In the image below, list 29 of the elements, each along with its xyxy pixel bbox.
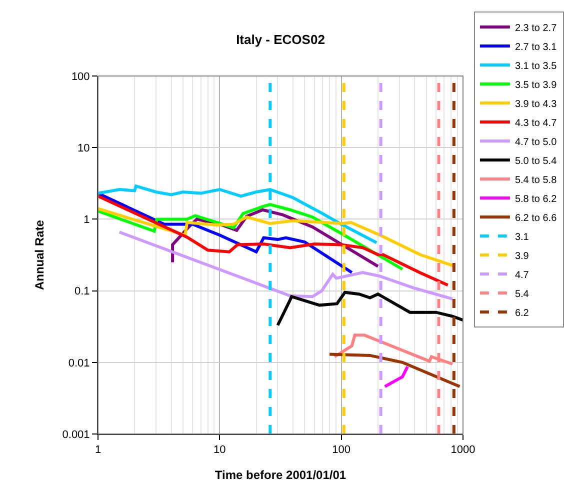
x-tick-label: 10 <box>214 444 226 456</box>
y-tick-label: 0.1 <box>74 286 90 298</box>
legend-label: 3.5 to 3.9 <box>514 80 558 91</box>
legend-label: 5.4 <box>514 288 530 300</box>
legend-label: 4.3 to 4.7 <box>514 118 558 129</box>
legend-label: 3.1 to 3.5 <box>514 60 558 72</box>
legend-label: 5.8 to 6.2 <box>514 194 558 205</box>
legend-label: 3.9 <box>514 250 530 262</box>
y-tick-label: 0.001 <box>62 428 90 441</box>
legend-label: 4.7 to 5.0 <box>514 136 558 148</box>
x-tick-label: 1 <box>94 444 102 456</box>
legend-label: 6.2 to 6.6 <box>514 212 558 224</box>
legend-label: 3.9 to 4.3 <box>514 98 558 110</box>
x-axis-title: Time before 2001/01/01 <box>214 468 346 482</box>
y-tick-label: 100 <box>71 70 90 83</box>
legend-label: 6.2 <box>514 308 530 319</box>
y-tick-label: 1 <box>84 214 90 226</box>
legend-label: 4.7 <box>514 270 530 281</box>
chart-title: Italy - ECOS02 <box>236 32 325 48</box>
x-tick-label: 100 <box>332 444 351 456</box>
y-tick-label: 10 <box>78 142 90 154</box>
legend-label: 2.7 to 3.1 <box>514 42 558 53</box>
legend-label: 5.0 to 5.4 <box>514 156 558 167</box>
legend-label: 3.1 <box>514 232 530 243</box>
x-tick-label: 1000 <box>450 444 476 456</box>
legend-label: 2.3 to 2.7 <box>514 22 558 34</box>
legend-label: 5.4 to 5.8 <box>514 174 558 186</box>
y-axis-title: Annual Rate <box>32 220 47 290</box>
y-tick-label: 0.01 <box>68 357 90 370</box>
